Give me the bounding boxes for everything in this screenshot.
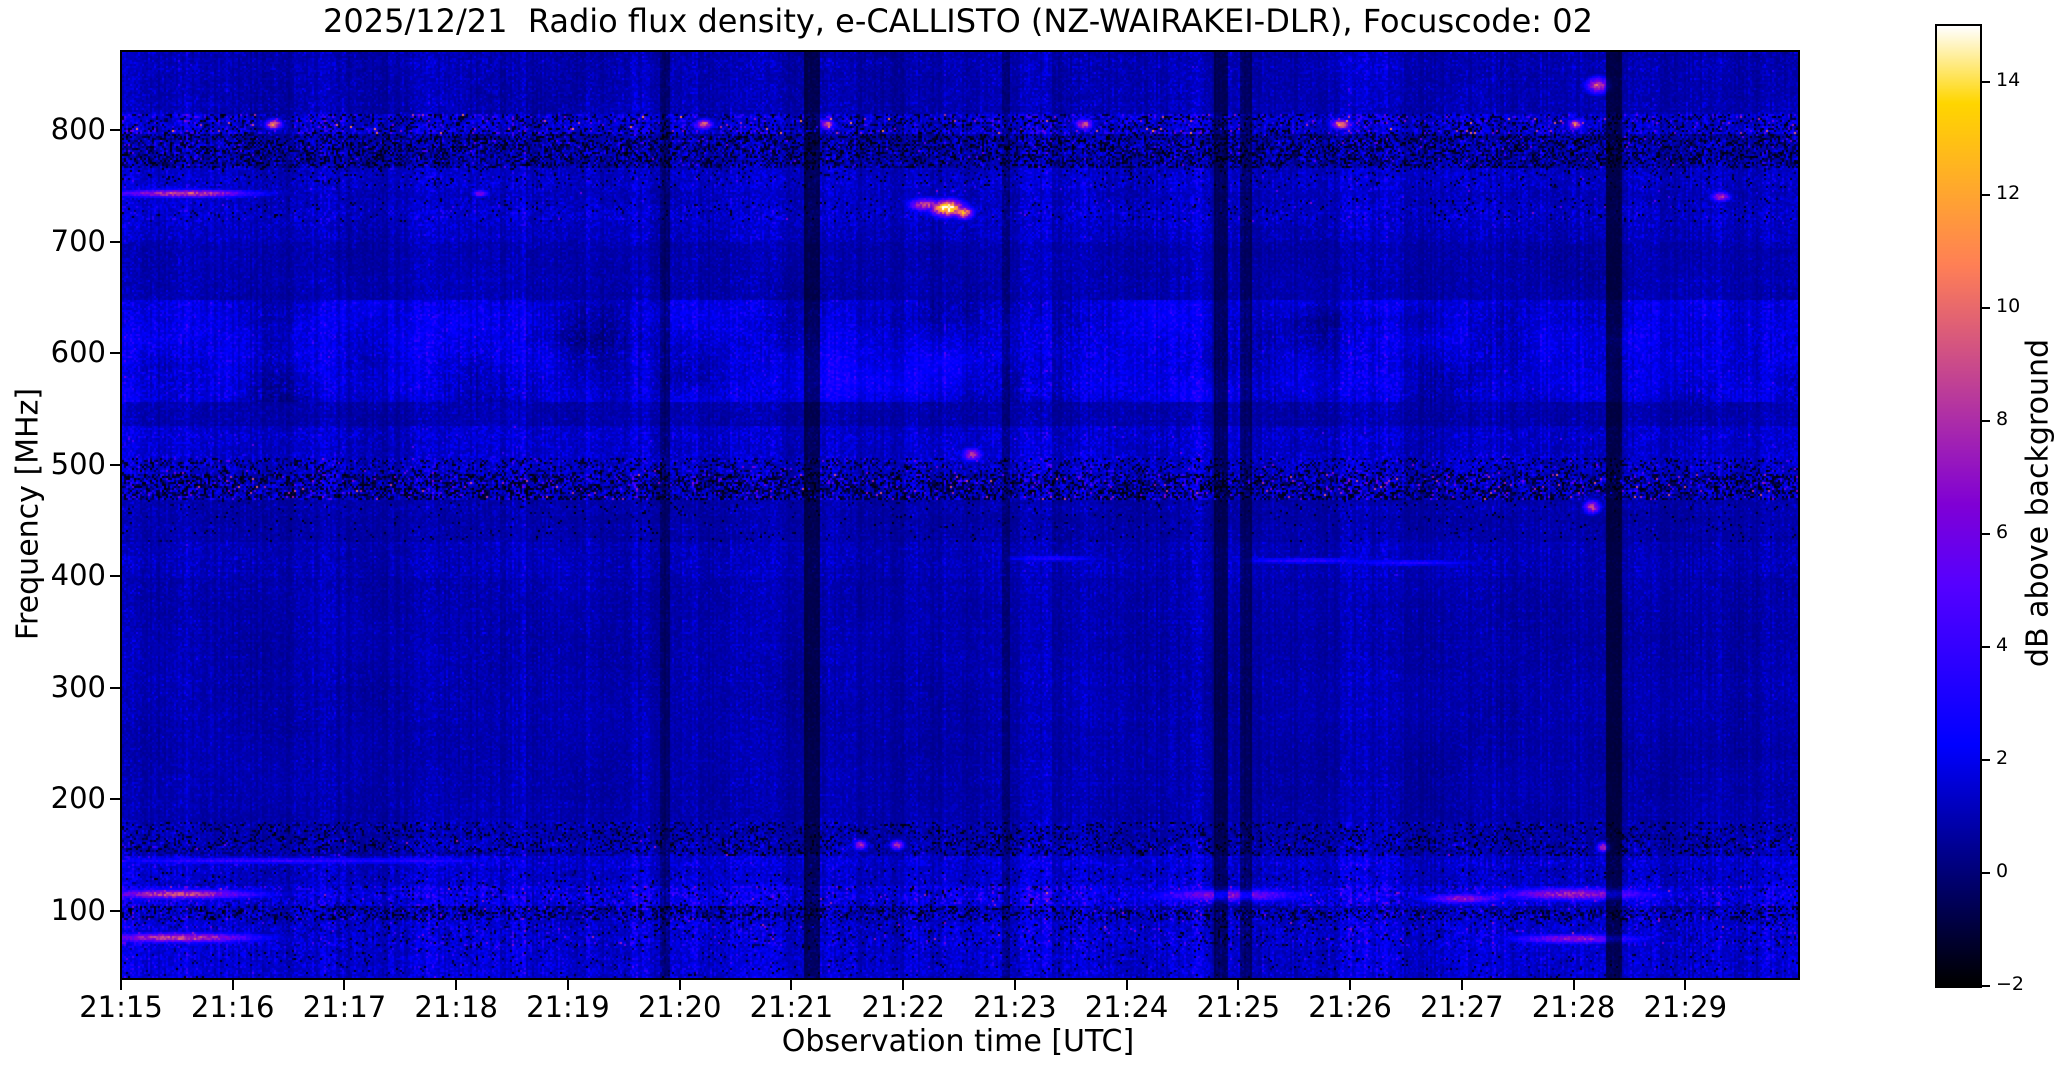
colorbar-tick-mark — [1982, 307, 1990, 310]
colorbar-tick-label: −2 — [1996, 973, 2025, 995]
x-tick-mark — [1237, 980, 1240, 990]
x-tick-label: 21:28 — [1531, 990, 1616, 1024]
colorbar — [1935, 24, 1982, 988]
x-tick-mark — [1684, 980, 1687, 990]
y-tick-label: 400 — [50, 558, 106, 593]
colorbar-tick-mark — [1982, 81, 1990, 84]
x-tick-label: 21:23 — [973, 990, 1057, 1024]
y-tick-mark — [110, 240, 120, 243]
colorbar-tick-label: 2 — [1996, 747, 2009, 770]
y-tick-mark — [110, 129, 120, 132]
colorbar-gradient — [1937, 26, 1980, 986]
colorbar-tick-label: 4 — [1996, 634, 2009, 657]
x-tick-mark — [455, 980, 458, 990]
x-tick-label: 21:15 — [79, 990, 163, 1024]
colorbar-tick-mark — [1982, 533, 1990, 536]
colorbar-tick-mark — [1982, 872, 1990, 875]
y-tick-label: 200 — [50, 781, 106, 816]
colorbar-tick-label: 10 — [1996, 295, 2021, 318]
x-axis-label: Observation time [UTC] — [781, 1024, 1135, 1059]
chart-title: 2025/12/21 Radio flux density, e-CALLIST… — [323, 2, 1593, 40]
colorbar-tick-mark — [1982, 646, 1990, 649]
y-tick-mark — [110, 463, 120, 466]
x-tick-mark — [231, 980, 234, 990]
x-tick-label: 21:24 — [1084, 990, 1169, 1024]
x-tick-mark — [343, 980, 346, 990]
colorbar-tick-label: 12 — [1996, 182, 2021, 205]
x-tick-label: 21:29 — [1643, 990, 1728, 1024]
y-tick-label: 800 — [50, 112, 106, 147]
colorbar-tick-mark — [1982, 420, 1990, 423]
x-tick-label: 21:27 — [1420, 990, 1504, 1024]
x-tick-mark — [902, 980, 905, 990]
y-tick-mark — [110, 910, 120, 913]
x-tick-mark — [790, 980, 793, 990]
colorbar-tick-label: 6 — [1996, 521, 2009, 544]
x-tick-label: 21:26 — [1308, 990, 1392, 1024]
y-tick-label: 500 — [50, 446, 106, 481]
colorbar-tick-label: 8 — [1996, 408, 2009, 431]
x-tick-label: 21:25 — [1196, 990, 1281, 1024]
spectrogram-plot-area — [120, 50, 1800, 980]
x-tick-label: 21:20 — [637, 990, 722, 1024]
x-tick-mark — [1460, 980, 1463, 990]
y-tick-label: 300 — [50, 669, 106, 704]
y-tick-mark — [110, 798, 120, 801]
y-tick-mark — [110, 352, 120, 355]
x-tick-mark — [566, 980, 569, 990]
x-tick-label: 21:22 — [861, 990, 945, 1024]
colorbar-tick-mark — [1982, 194, 1990, 197]
y-tick-mark — [110, 686, 120, 689]
x-tick-label: 21:21 — [749, 990, 834, 1024]
y-tick-label: 700 — [50, 223, 106, 258]
x-tick-mark — [1572, 980, 1575, 990]
y-tick-mark — [110, 575, 120, 578]
y-axis-label: Frequency [MHz] — [10, 387, 46, 641]
colorbar-tick-mark — [1982, 759, 1990, 762]
x-tick-mark — [1013, 980, 1016, 990]
colorbar-tick-label: 14 — [1996, 69, 2021, 92]
x-tick-label: 21:19 — [526, 990, 610, 1024]
colorbar-tick-label: 0 — [1996, 860, 2009, 883]
x-tick-label: 21:18 — [414, 990, 498, 1024]
x-tick-mark — [120, 980, 122, 990]
y-tick-label: 600 — [50, 335, 106, 370]
x-tick-label: 21:17 — [302, 990, 387, 1024]
colorbar-label: dB above background — [2020, 338, 2056, 668]
y-tick-label: 100 — [50, 893, 106, 928]
x-tick-mark — [1349, 980, 1352, 990]
x-tick-label: 21:16 — [190, 990, 275, 1024]
spectrogram-canvas — [122, 52, 1798, 978]
x-tick-mark — [678, 980, 681, 990]
x-tick-mark — [1125, 980, 1128, 990]
colorbar-tick-mark — [1982, 985, 1990, 987]
